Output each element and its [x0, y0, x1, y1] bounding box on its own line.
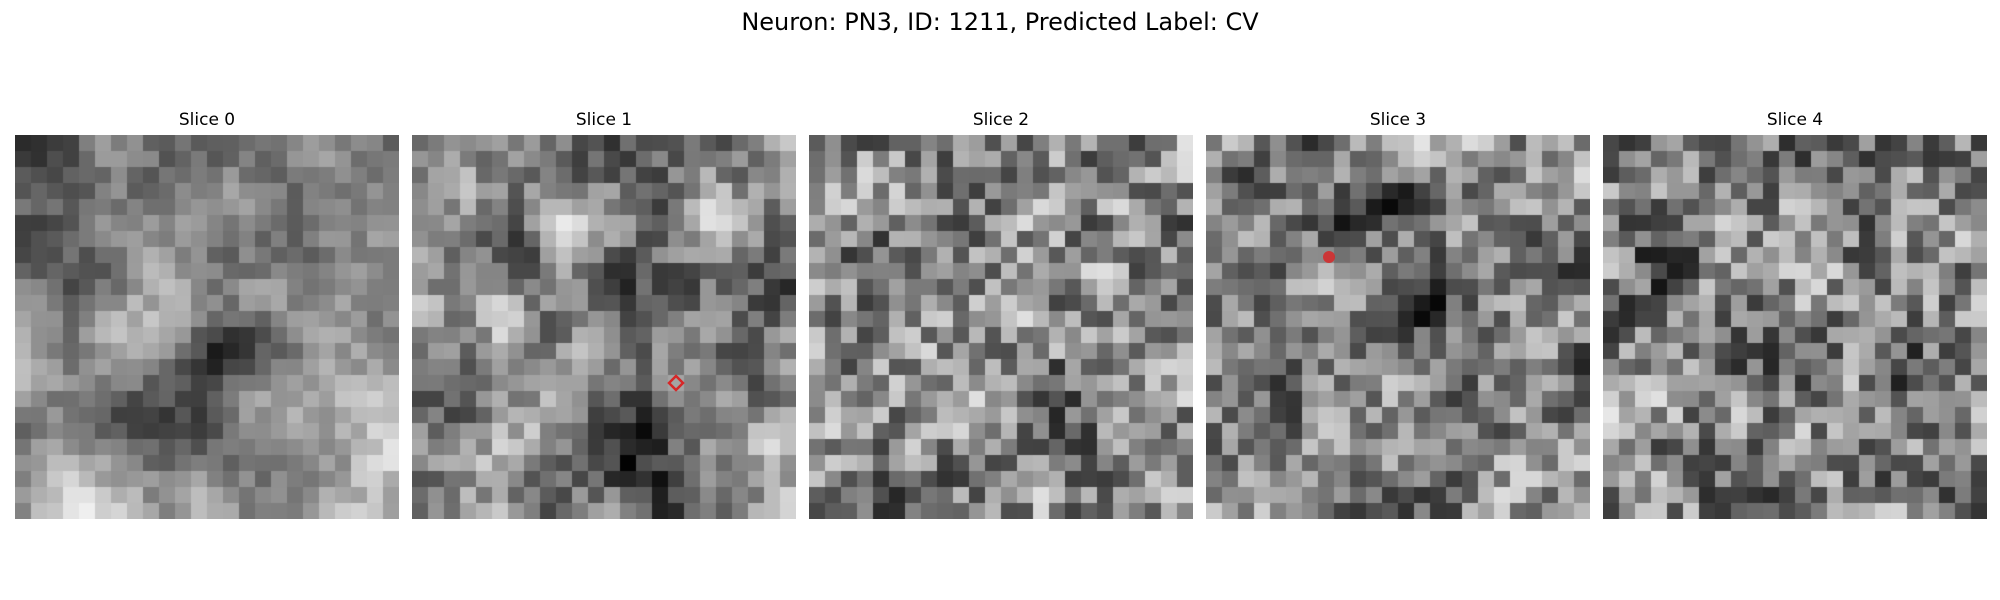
- figure-title: Neuron: PN3, ID: 1211, Predicted Label: …: [741, 8, 1259, 36]
- slice-title-4: Slice 4: [1766, 110, 1824, 130]
- slice-image-4: [1603, 135, 1987, 519]
- slice-image-1: [412, 135, 796, 519]
- slice-image-3: [1206, 135, 1590, 519]
- slice-panel-0: Slice 0: [15, 108, 399, 520]
- slice-title-3: Slice 3: [1369, 110, 1427, 130]
- slice-title-2: Slice 2: [972, 110, 1030, 130]
- slice-panel-1: Slice 1: [412, 108, 796, 520]
- slice-panel-2: Slice 2: [809, 108, 1193, 520]
- slice-image-2: [809, 135, 1193, 519]
- slice-panel-4: Slice 4: [1603, 108, 1987, 520]
- slice-title-1: Slice 1: [575, 110, 633, 130]
- slice-panel-3: Slice 3: [1206, 108, 1590, 520]
- slice-image-0: [15, 135, 399, 519]
- slice-title-0: Slice 0: [178, 110, 236, 130]
